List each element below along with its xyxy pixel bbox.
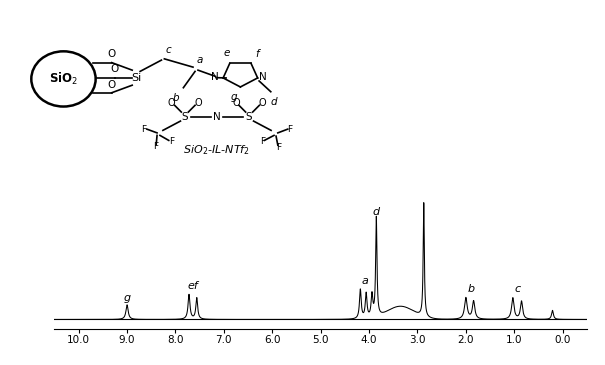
Text: O: O [194,98,202,108]
Text: O: O [108,49,116,59]
Text: Si: Si [131,73,142,83]
Text: SiO$_2$: SiO$_2$ [49,71,78,87]
Text: O: O [232,98,240,108]
Text: S: S [182,112,188,122]
Text: F: F [276,143,281,152]
Text: g: g [123,293,131,303]
Text: F: F [153,142,158,151]
Text: N: N [211,72,219,82]
Text: F: F [260,137,265,146]
Text: e: e [224,48,230,58]
Text: b: b [173,93,179,103]
Text: F: F [287,124,293,134]
Text: ef: ef [188,281,198,291]
Text: b: b [468,284,475,294]
Text: d: d [270,97,277,107]
Text: c: c [166,45,172,55]
Text: O: O [108,80,116,90]
Text: F: F [169,137,174,146]
Text: a: a [362,276,368,286]
Text: O: O [258,98,266,108]
Text: O: O [168,98,175,108]
Text: g: g [231,92,237,103]
Text: a: a [197,55,203,65]
Text: F: F [142,124,146,134]
Text: S: S [246,112,252,122]
Text: O: O [111,64,119,74]
Text: d: d [373,207,380,217]
Text: N: N [213,112,221,122]
Text: SiO$_2$-IL-NTf$_2$: SiO$_2$-IL-NTf$_2$ [183,143,250,157]
Text: f: f [256,49,260,59]
Text: c: c [514,284,520,294]
Text: N: N [259,72,267,82]
